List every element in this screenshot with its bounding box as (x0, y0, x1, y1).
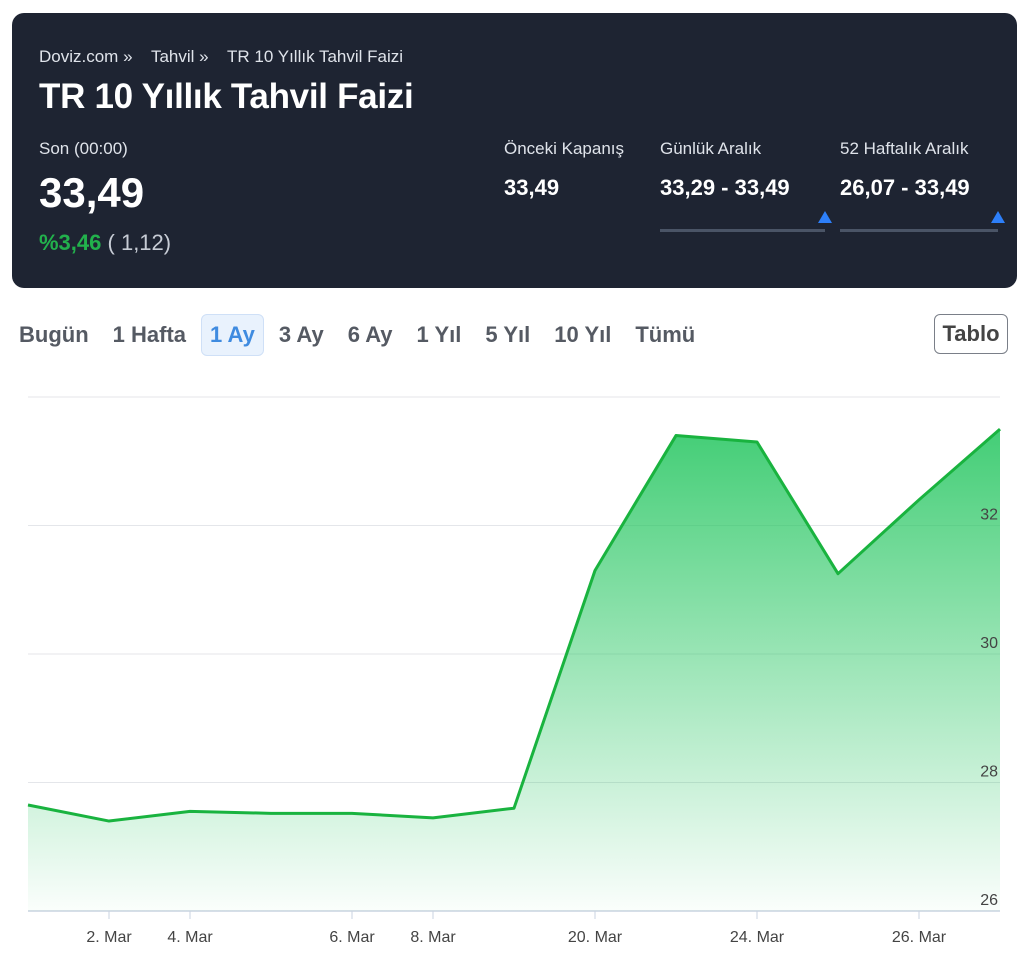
tab-today[interactable]: Bugün (19, 322, 89, 347)
page-title: TR 10 Yıllık Tahvil Faizi (39, 77, 414, 116)
previous-close-label: Önceki Kapanış (504, 139, 625, 158)
breadcrumb-home[interactable]: Doviz.com » (39, 47, 133, 66)
breadcrumb: Doviz.com » Tahvil » TR 10 Yıllık Tahvil… (39, 47, 409, 67)
area-fill (28, 429, 1000, 911)
last-price-label: Son (00:00) (39, 139, 128, 158)
tab-3-months[interactable]: 3 Ay (278, 322, 324, 347)
x-tick-label: 6. Mar (329, 929, 375, 946)
x-tick-label: 26. Mar (892, 929, 947, 946)
last-price-value: 33,49 (39, 169, 145, 216)
period-tabs: Bugün 1 Hafta 1 Ay 3 Ay 6 Ay 1 Yıl 5 Yıl… (10, 313, 710, 357)
tab-10-years[interactable]: 10 Yıl (554, 322, 612, 347)
x-tick-label: 8. Mar (410, 929, 456, 946)
y-tick-label: 32 (980, 507, 998, 524)
weekly-52-range-marker-icon (991, 211, 1005, 223)
y-tick-label: 28 (980, 764, 998, 781)
daily-range-marker-icon (818, 211, 832, 223)
x-tick-label: 4. Mar (167, 929, 213, 946)
change-percent: %3,46 (39, 230, 102, 255)
breadcrumb-current: TR 10 Yıllık Tahvil Faizi (227, 47, 404, 66)
tab-5-years[interactable]: 5 Yıl (485, 322, 531, 347)
tab-all[interactable]: Tümü (635, 322, 696, 347)
daily-range: Günlük Aralık 33,29 - 33,49 (660, 139, 790, 201)
tab-6-months[interactable]: 6 Ay (347, 322, 393, 347)
previous-close: Önceki Kapanış 33,49 (504, 139, 624, 201)
daily-range-label: Günlük Aralık (660, 139, 762, 158)
change-display: %3,46 ( 1,12) (39, 230, 171, 256)
tab-1-month[interactable]: 1 Ay (201, 314, 264, 356)
weekly-52-range: 52 Haftalık Aralık 26,07 - 33,49 (840, 139, 970, 201)
previous-close-value: 33,49 (504, 175, 560, 200)
x-tick-label: 2. Mar (86, 929, 132, 946)
weekly-52-range-bar (840, 229, 998, 232)
y-tick-label: 30 (980, 635, 998, 652)
weekly-52-range-label: 52 Haftalık Aralık (840, 139, 969, 158)
x-tick-label: 24. Mar (730, 929, 785, 946)
quote-header: Doviz.com » Tahvil » TR 10 Yıllık Tahvil… (12, 13, 1017, 288)
daily-range-bar (660, 229, 825, 232)
tab-1-week[interactable]: 1 Hafta (112, 322, 187, 347)
weekly-52-range-value: 26,07 - 33,49 (840, 175, 970, 200)
y-tick-label: 26 (980, 892, 998, 909)
change-absolute: ( 1,12) (107, 230, 172, 255)
tab-1-year[interactable]: 1 Yıl (416, 322, 462, 347)
x-tick-label: 20. Mar (568, 929, 623, 946)
breadcrumb-tahvil[interactable]: Tahvil » (150, 47, 209, 66)
yield-area-chart: 26 28 30 32 2. Mar 4. Mar 6. Mar 8. Mar 20. Mar 2… (27, 396, 1001, 946)
table-view-button[interactable]: Tablo (934, 314, 1008, 354)
daily-range-value: 33,29 - 33,49 (660, 175, 790, 200)
